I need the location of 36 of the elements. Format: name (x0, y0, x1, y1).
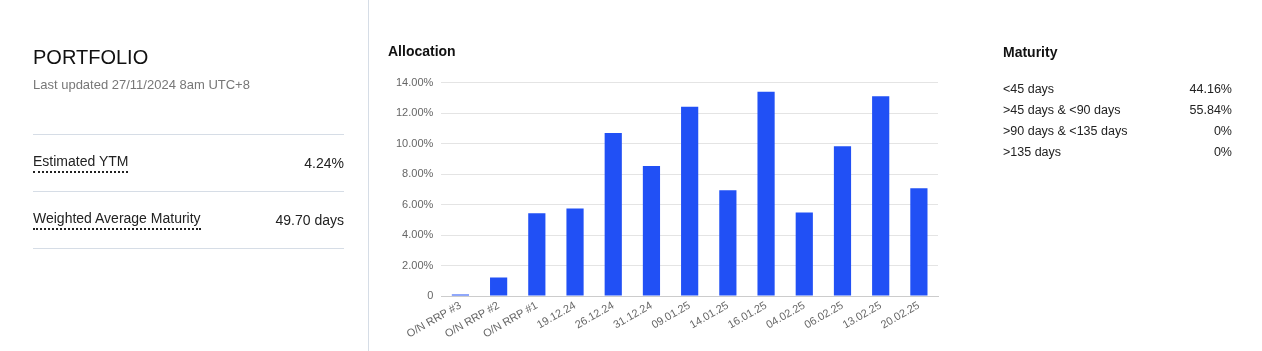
text: 0% (1213, 145, 1232, 159)
text: 55.84% (1189, 103, 1232, 117)
bar (566, 208, 584, 296)
text: 0% (1213, 124, 1232, 138)
y-tick-label: 8.00% (402, 167, 434, 180)
text: Last updated 27/11/2024 8am UTC+8 (33, 77, 251, 92)
bar (642, 165, 661, 296)
category-label: <45 days (1003, 82, 1055, 98)
y-tick-label: 0 (427, 289, 434, 302)
bar (872, 96, 890, 296)
y-tick-label: 6.00% (402, 197, 434, 210)
text: Maturity (1003, 44, 1059, 60)
text: 44.16% (1189, 82, 1232, 96)
category-label: Estimated YTM (33, 153, 129, 173)
category-label: >45 days & <90 days (1003, 103, 1121, 119)
y-tick-label: 14.00% (396, 75, 434, 88)
text: PORTFOLIO (33, 46, 150, 69)
bar (604, 132, 622, 296)
bar (681, 106, 699, 296)
y-tick-label: 12.00% (396, 106, 434, 119)
y-tick-label: 4.00% (402, 228, 434, 241)
bar (490, 277, 508, 296)
category-label: Weighted Average Maturity (33, 210, 201, 230)
text: 49.70 days (275, 212, 344, 228)
category-label: >135 days (1003, 145, 1062, 161)
bar (833, 146, 852, 296)
bar (795, 212, 813, 296)
y-tick-label: 2.00% (402, 258, 434, 271)
bar (528, 213, 546, 296)
category-label: >90 days & <135 days (1003, 124, 1128, 140)
bar (910, 188, 928, 296)
chart-title: Allocation (388, 43, 456, 60)
text: 4.24% (304, 155, 344, 171)
bar (757, 91, 775, 296)
y-tick-label: 10.00% (396, 136, 434, 149)
bar (719, 190, 737, 296)
